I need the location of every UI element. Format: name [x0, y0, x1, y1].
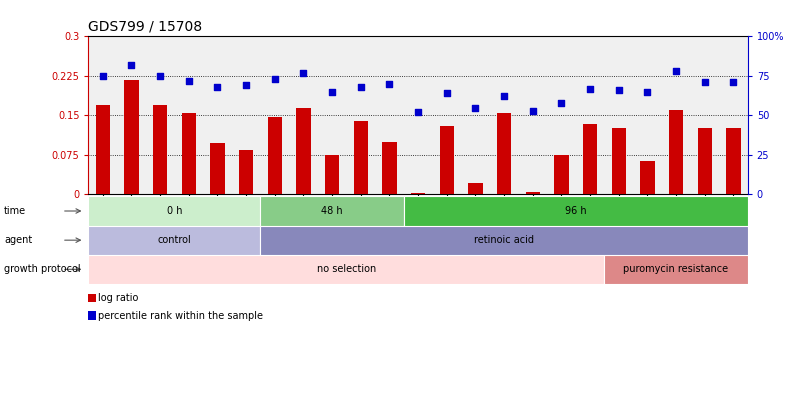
Bar — [410, 193, 425, 194]
Text: 48 h: 48 h — [321, 206, 342, 216]
Bar — [553, 155, 568, 194]
Bar — [238, 149, 253, 194]
Point — [612, 87, 625, 94]
Bar — [88, 196, 260, 226]
Point — [325, 88, 338, 95]
Text: 0 h: 0 h — [166, 206, 182, 216]
Bar — [88, 294, 96, 302]
Bar — [181, 113, 196, 194]
Point — [698, 79, 711, 85]
Point — [440, 90, 453, 96]
Bar — [88, 226, 260, 255]
Bar — [96, 105, 110, 194]
Bar — [639, 161, 654, 194]
Text: log ratio: log ratio — [98, 293, 139, 303]
Point — [726, 79, 739, 85]
Point — [526, 107, 539, 114]
Point — [124, 62, 137, 68]
Point — [96, 73, 109, 79]
Bar — [604, 255, 747, 284]
Bar — [210, 143, 224, 194]
Text: growth protocol: growth protocol — [4, 264, 80, 274]
Bar — [403, 196, 747, 226]
Bar — [124, 80, 138, 194]
Bar — [260, 226, 747, 255]
Bar — [88, 255, 604, 284]
Point — [268, 76, 281, 82]
Bar — [260, 196, 403, 226]
Point — [497, 93, 510, 100]
Text: control: control — [157, 235, 191, 245]
Bar — [582, 124, 597, 194]
Bar — [296, 107, 310, 194]
Point — [182, 77, 195, 84]
Bar — [439, 126, 454, 194]
Bar — [353, 121, 368, 194]
Bar — [697, 128, 711, 194]
Bar — [153, 105, 167, 194]
Point — [296, 70, 309, 76]
Bar — [525, 192, 540, 194]
Point — [382, 81, 395, 87]
Text: GDS799 / 15708: GDS799 / 15708 — [88, 20, 202, 34]
Text: puromycin resistance: puromycin resistance — [622, 264, 728, 274]
Point — [411, 109, 424, 115]
Bar — [381, 142, 396, 194]
Bar — [467, 183, 482, 194]
Text: time: time — [4, 206, 26, 216]
Text: retinoic acid: retinoic acid — [474, 235, 533, 245]
Text: no selection: no selection — [316, 264, 376, 274]
Text: percentile rank within the sample: percentile rank within the sample — [98, 311, 263, 321]
Bar — [324, 155, 339, 194]
Point — [554, 100, 567, 106]
Bar — [668, 110, 683, 194]
Text: agent: agent — [4, 235, 32, 245]
Point — [153, 73, 166, 79]
Bar — [496, 113, 511, 194]
Bar — [725, 128, 740, 194]
Point — [640, 88, 653, 95]
Point — [210, 84, 223, 90]
Point — [583, 85, 596, 92]
Bar — [88, 311, 96, 320]
Point — [468, 104, 481, 111]
Point — [239, 82, 252, 89]
Bar — [611, 128, 625, 194]
Point — [669, 68, 682, 75]
Bar — [267, 117, 282, 194]
Text: 96 h: 96 h — [565, 206, 586, 216]
Point — [354, 84, 367, 90]
